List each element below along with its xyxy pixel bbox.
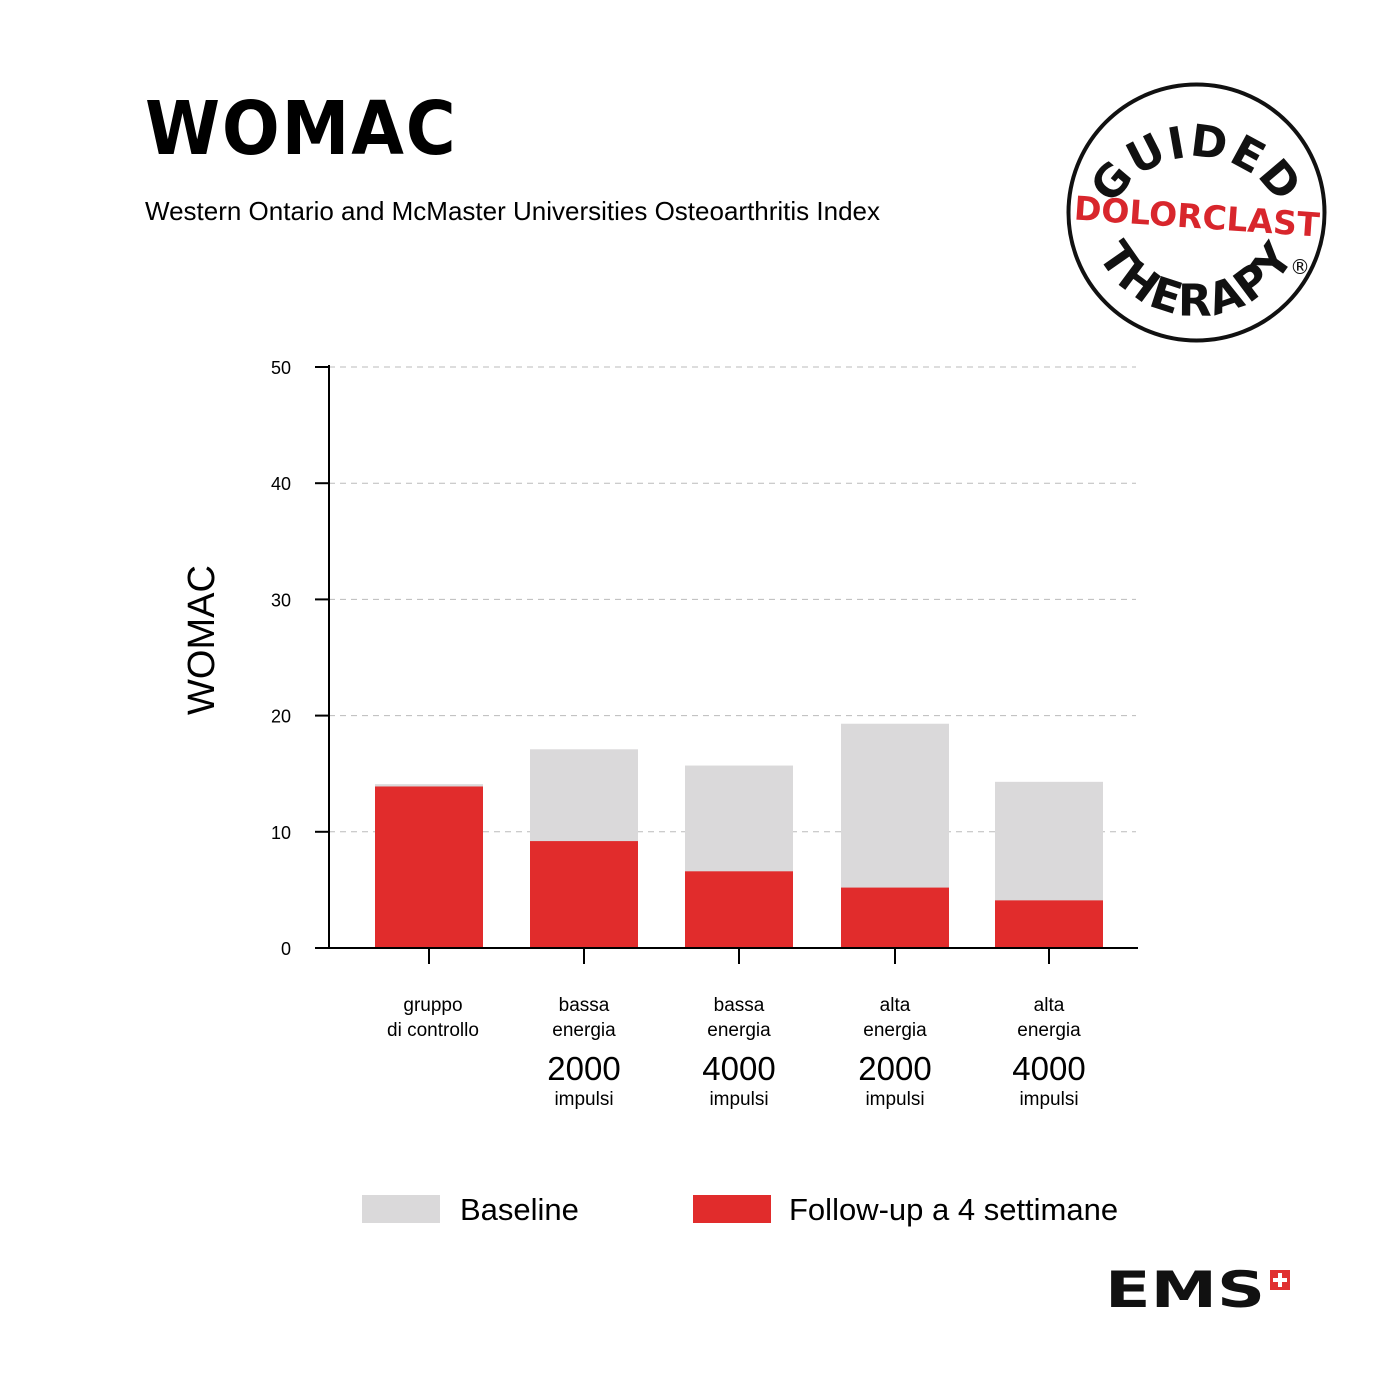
x-tick-label: energia bbox=[707, 1020, 771, 1041]
legend-label-followup: Follow-up a 4 settimane bbox=[789, 1192, 1119, 1227]
y-tick-label: 0 bbox=[281, 939, 291, 959]
ems-logo: EMS bbox=[1105, 1264, 1290, 1314]
chart-title: WOMAC bbox=[145, 86, 458, 172]
x-tick-dose-label: 2000 bbox=[858, 1050, 931, 1087]
bar-followup bbox=[995, 900, 1103, 948]
y-tick-label: 10 bbox=[271, 823, 291, 843]
x-tick-label: gruppo bbox=[403, 995, 462, 1016]
legend-label-baseline: Baseline bbox=[460, 1192, 579, 1227]
legend-swatch-followup bbox=[693, 1195, 771, 1223]
guided-dolorclast-therapy-seal: GUIDED DOLORCLAST THERAPY ® bbox=[1066, 82, 1327, 343]
bar-followup bbox=[530, 841, 638, 948]
x-tick-label: alta bbox=[880, 995, 911, 1016]
y-axis-label: WOMAC bbox=[181, 565, 223, 715]
x-tick-unit-label: impulsi bbox=[709, 1089, 768, 1110]
x-tick-label: energia bbox=[552, 1020, 616, 1041]
chart-subtitle: Western Ontario and McMaster Universitie… bbox=[145, 196, 881, 226]
y-tick-label: 20 bbox=[271, 707, 291, 727]
bar-followup bbox=[375, 786, 483, 948]
x-tick-label: bassa bbox=[559, 995, 610, 1016]
y-tick-label: 50 bbox=[271, 358, 291, 378]
x-tick-unit-label: impulsi bbox=[554, 1089, 613, 1110]
x-tick-dose-label: 2000 bbox=[547, 1050, 620, 1087]
y-tick-label: 30 bbox=[271, 590, 291, 610]
x-tick-unit-label: impulsi bbox=[865, 1089, 924, 1110]
x-tick-label: bassa bbox=[714, 995, 765, 1016]
seal-registered-mark: ® bbox=[1290, 255, 1310, 279]
ems-logo-text: EMS bbox=[1105, 1264, 1265, 1314]
x-tick-dose-label: 4000 bbox=[1012, 1050, 1085, 1087]
x-tick-label: di controllo bbox=[387, 1020, 479, 1041]
x-tick-label: alta bbox=[1034, 995, 1065, 1016]
x-tick-label: energia bbox=[1017, 1020, 1081, 1041]
legend-swatch-baseline bbox=[362, 1195, 440, 1223]
y-tick-label: 40 bbox=[271, 474, 291, 494]
x-tick-label: energia bbox=[863, 1020, 927, 1041]
x-tick-unit-label: impulsi bbox=[1019, 1089, 1078, 1110]
x-tick-dose-label: 4000 bbox=[702, 1050, 775, 1087]
bar-followup bbox=[841, 887, 949, 948]
bar-followup bbox=[685, 871, 793, 948]
